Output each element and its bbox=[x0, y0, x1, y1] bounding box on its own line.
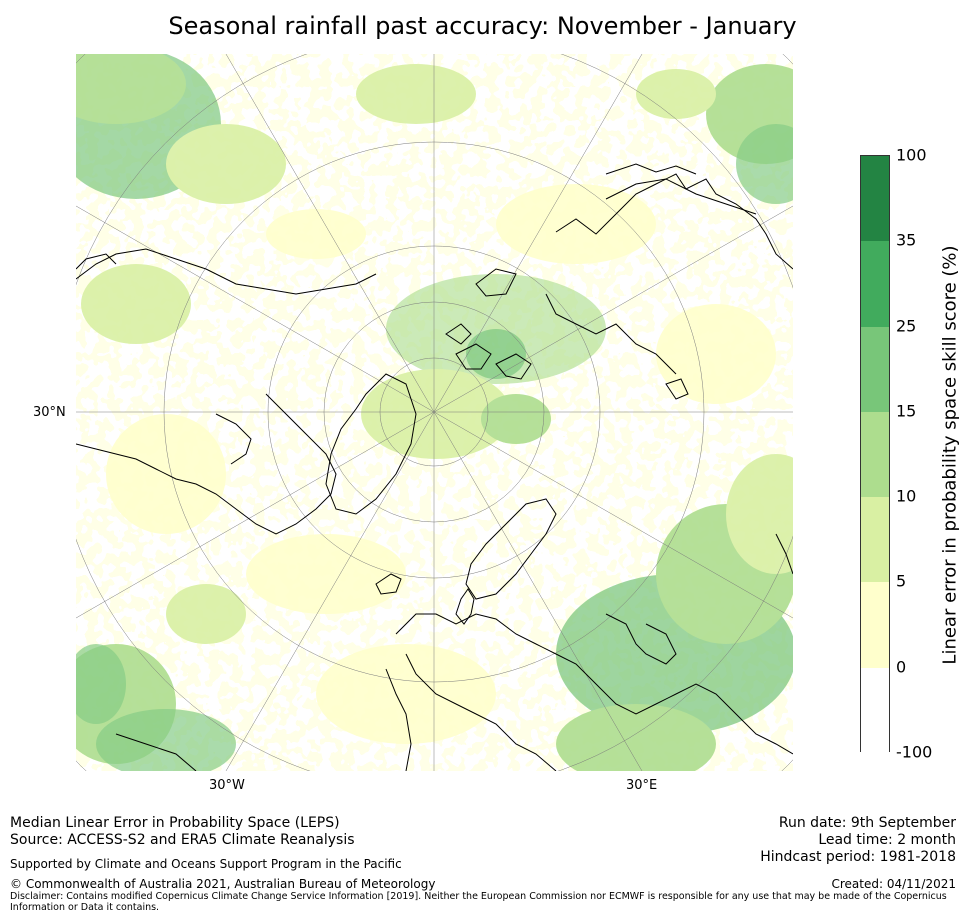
colorbar-segment bbox=[861, 156, 889, 242]
lat-label-30n: 30°N bbox=[33, 405, 66, 420]
footer-created: Created: 04/11/2021 bbox=[831, 877, 956, 891]
colorbar-segment bbox=[861, 667, 889, 754]
colorbar-segment bbox=[861, 497, 889, 583]
footer-source-line: Source: ACCESS-S2 and ERA5 Climate Reana… bbox=[10, 832, 355, 848]
polar-map bbox=[76, 54, 793, 771]
graticule bbox=[76, 54, 793, 771]
footer-run-date: Run date: 9th September bbox=[778, 815, 956, 831]
footer-hindcast: Hindcast period: 1981-2018 bbox=[760, 849, 956, 865]
footer-supported-line: Supported by Climate and Oceans Support … bbox=[10, 857, 402, 871]
colorbar-tick-label: 25 bbox=[896, 316, 917, 336]
footer-lead-time: Lead time: 2 month bbox=[818, 832, 956, 848]
footer-leps-line: Median Linear Error in Probability Space… bbox=[10, 815, 340, 831]
skill-regions bbox=[76, 54, 793, 771]
lon-label-30e: 30°E bbox=[626, 778, 658, 793]
colorbar-tick-label: 10 bbox=[896, 486, 917, 506]
colorbar-segment bbox=[861, 241, 889, 328]
colorbar-tick-label: 15 bbox=[896, 401, 917, 421]
coastlines bbox=[76, 163, 793, 771]
lon-label-30w: 30°W bbox=[209, 778, 245, 793]
chart-title: Seasonal rainfall past accuracy: Novembe… bbox=[168, 12, 797, 40]
colorbar-segment bbox=[861, 411, 889, 498]
footer-copyright: © Commonwealth of Australia 2021, Austra… bbox=[10, 877, 436, 891]
colorbar-segment bbox=[861, 582, 889, 669]
colorbar-tick-label: 100 bbox=[896, 145, 927, 165]
colorbar-tick-label: 5 bbox=[896, 571, 907, 591]
footer-disclaimer: Disclaimer: Contains modified Copernicus… bbox=[10, 891, 947, 913]
colorbar bbox=[860, 155, 890, 754]
colorbar-tick-label: 0 bbox=[896, 657, 907, 677]
colorbar-title: Linear error in probability space skill … bbox=[939, 245, 961, 665]
colorbar-segment bbox=[861, 326, 889, 413]
colorbar-tick-label: 35 bbox=[896, 230, 917, 250]
colorbar-tick-label: -100 bbox=[896, 742, 933, 762]
